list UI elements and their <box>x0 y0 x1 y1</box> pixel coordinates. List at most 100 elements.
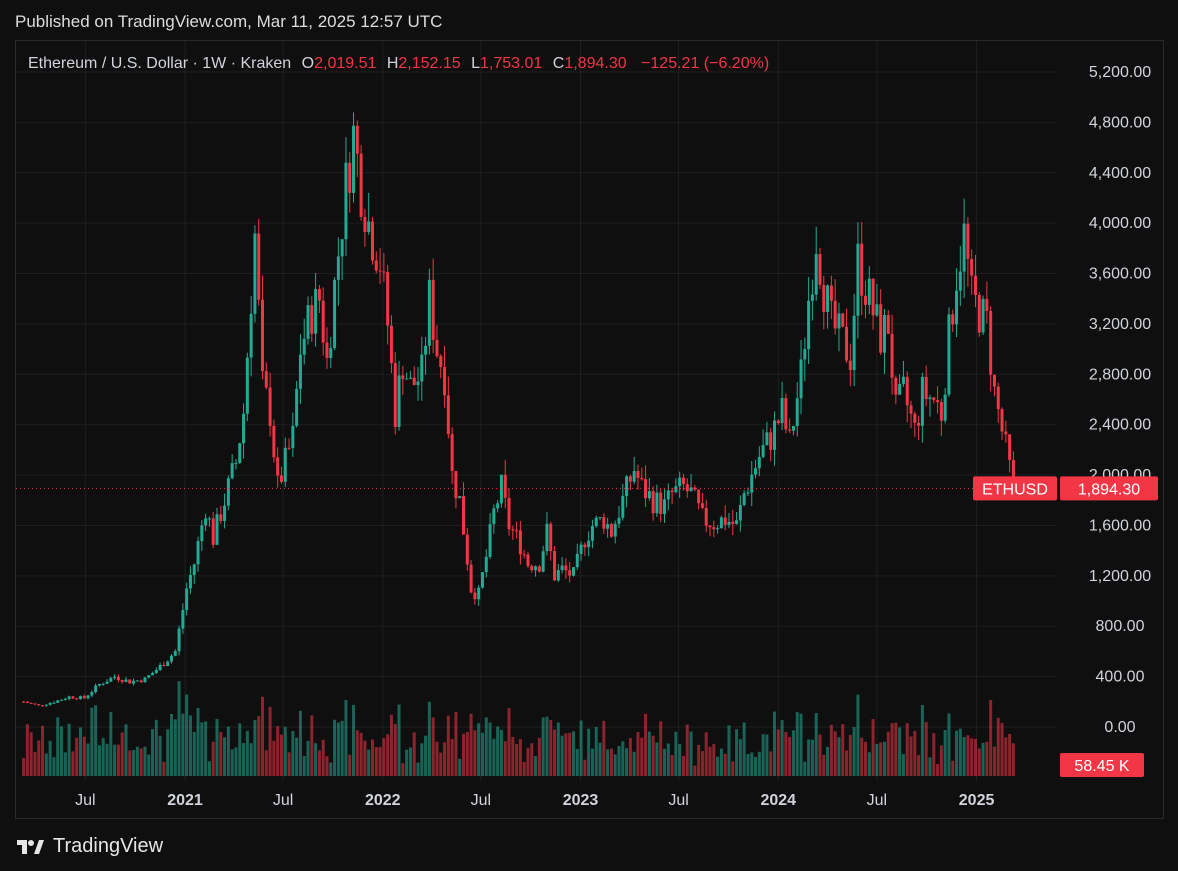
candle-body <box>621 495 625 518</box>
candle-body <box>879 304 883 353</box>
volume-bar <box>693 765 697 776</box>
candle-body <box>355 125 359 154</box>
volume-bar <box>613 754 617 776</box>
volume-bar <box>33 752 37 776</box>
volume-bar <box>264 750 268 776</box>
candle-body <box>875 304 879 316</box>
volume-bar <box>534 756 538 776</box>
candle-body <box>560 565 564 571</box>
volume-bar <box>772 711 776 776</box>
open-label: O <box>301 55 315 72</box>
volume-bar <box>553 729 557 776</box>
volume-group <box>22 681 1015 776</box>
candle-body <box>518 530 522 555</box>
volume-bar <box>424 735 428 776</box>
candle-body <box>105 681 109 684</box>
candle-body <box>37 704 41 706</box>
volume-bar <box>841 724 845 776</box>
volume-bar <box>348 754 352 776</box>
candle-body <box>462 496 466 535</box>
candle-body <box>742 493 746 506</box>
tradingview-logo-icon <box>17 839 44 854</box>
candle-body <box>367 221 371 233</box>
candle-body <box>894 377 898 395</box>
volume-bar <box>666 743 670 776</box>
candle-body <box>1004 431 1008 435</box>
chart-legend: Ethereum / U.S. Dollar · 1W · Kraken O2,… <box>28 55 769 73</box>
candle-body <box>541 551 545 572</box>
candle-body <box>71 696 75 699</box>
chart-panel[interactable]: 0.00 400.00 800.00 1,200.00 1,600.00 2,000.00… <box>15 40 1164 819</box>
volume-bar <box>958 728 962 776</box>
volume-bar <box>336 722 340 776</box>
tradingview-brand[interactable]: TradingView <box>15 835 163 858</box>
candle-body <box>151 672 155 676</box>
candle-body <box>700 503 704 508</box>
volume-bar <box>769 751 773 776</box>
volume-bar <box>378 746 382 776</box>
volume-bar <box>898 727 902 776</box>
candle-body <box>94 685 98 693</box>
candle-body <box>132 680 136 684</box>
candle-body <box>977 294 981 333</box>
candle-body <box>955 290 959 325</box>
volume-bar <box>219 732 223 776</box>
candle-body <box>871 278 875 316</box>
candle-body <box>617 517 621 524</box>
volume-bar <box>420 743 424 776</box>
candle-body <box>496 503 500 509</box>
volume-bar <box>298 710 302 776</box>
candle-body <box>530 565 534 571</box>
volume-bar <box>465 732 469 776</box>
volume-bar <box>204 721 208 776</box>
volume-bar <box>556 722 560 776</box>
candle-body <box>44 704 48 706</box>
candle-body <box>784 398 788 430</box>
candle-body <box>60 699 64 701</box>
volume-bar <box>761 734 765 776</box>
candle-body <box>78 696 82 700</box>
volume-bar <box>549 719 553 776</box>
candle-body <box>659 492 663 515</box>
candle-body <box>920 376 924 426</box>
candle-body <box>735 520 739 524</box>
price-tag <box>1060 476 1158 501</box>
volume-bar <box>405 749 409 776</box>
candle-body <box>348 162 352 193</box>
symbol-label: Ethereum / U.S. Dollar · 1W · Kraken <box>28 55 292 72</box>
candle-body <box>223 505 227 521</box>
candle-body <box>302 338 306 355</box>
candle-body <box>799 359 803 399</box>
candle-body <box>791 426 795 431</box>
candle-body <box>458 496 462 499</box>
candle-body <box>1011 460 1015 480</box>
price-chart[interactable]: 0.00400.00800.001,200.001,600.002,000.00… <box>16 41 1165 820</box>
candle-body <box>727 521 731 525</box>
candle-body <box>515 530 519 532</box>
candle-body <box>333 279 337 349</box>
candle-body <box>841 313 845 327</box>
candle-body <box>992 374 996 387</box>
volume-bar <box>48 740 52 776</box>
volume-bar <box>719 748 723 776</box>
volume-bar <box>200 722 204 776</box>
candle-body <box>534 566 538 571</box>
volume-bar <box>484 717 488 776</box>
volume-bar <box>124 724 128 776</box>
candle-body <box>314 289 318 334</box>
volume-bar <box>1011 743 1015 776</box>
candle-body <box>932 397 936 401</box>
volume-bar <box>207 761 211 776</box>
volume-bar <box>78 727 82 776</box>
candle-body <box>587 540 591 548</box>
x-tick-label: Jul <box>867 792 887 809</box>
volume-bar <box>996 717 1000 776</box>
volume-bar <box>97 745 101 776</box>
volume-bar <box>795 712 799 776</box>
volume-bar <box>571 731 575 776</box>
volume-bar <box>598 742 602 776</box>
published-header: Published on TradingView.com, Mar 11, 20… <box>15 12 443 31</box>
volume-bar <box>128 750 132 776</box>
volume-bar <box>822 754 826 776</box>
volume-bar <box>427 701 431 776</box>
